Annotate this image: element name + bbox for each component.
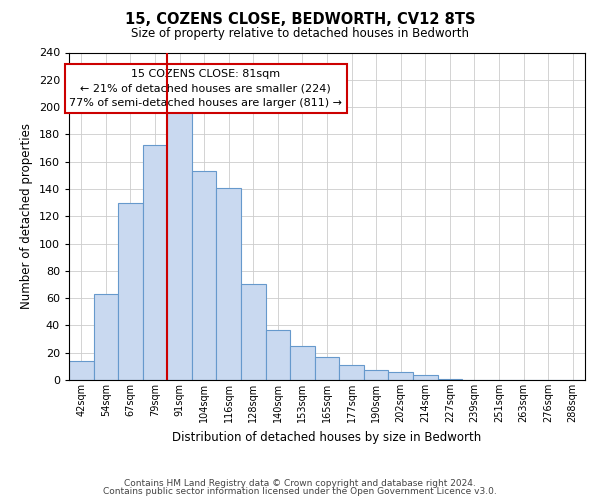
Y-axis label: Number of detached properties: Number of detached properties [20,123,33,309]
Bar [413,374,437,380]
Bar [388,372,413,380]
X-axis label: Distribution of detached houses by size in Bedworth: Distribution of detached houses by size … [172,430,482,444]
Bar [290,346,315,380]
Text: 15, COZENS CLOSE, BEDWORTH, CV12 8TS: 15, COZENS CLOSE, BEDWORTH, CV12 8TS [125,12,475,28]
Text: Contains public sector information licensed under the Open Government Licence v3: Contains public sector information licen… [103,487,497,496]
Bar [143,146,167,380]
Text: Size of property relative to detached houses in Bedworth: Size of property relative to detached ho… [131,28,469,40]
Bar [167,107,192,380]
Bar [266,330,290,380]
Bar [94,294,118,380]
Bar [315,357,339,380]
Bar [241,284,266,380]
Text: 15 COZENS CLOSE: 81sqm
← 21% of detached houses are smaller (224)
77% of semi-de: 15 COZENS CLOSE: 81sqm ← 21% of detached… [69,69,342,108]
Bar [364,370,388,380]
Bar [192,171,217,380]
Bar [217,188,241,380]
Bar [118,202,143,380]
Bar [339,365,364,380]
Bar [69,361,94,380]
Bar [437,378,462,380]
Text: Contains HM Land Registry data © Crown copyright and database right 2024.: Contains HM Land Registry data © Crown c… [124,478,476,488]
